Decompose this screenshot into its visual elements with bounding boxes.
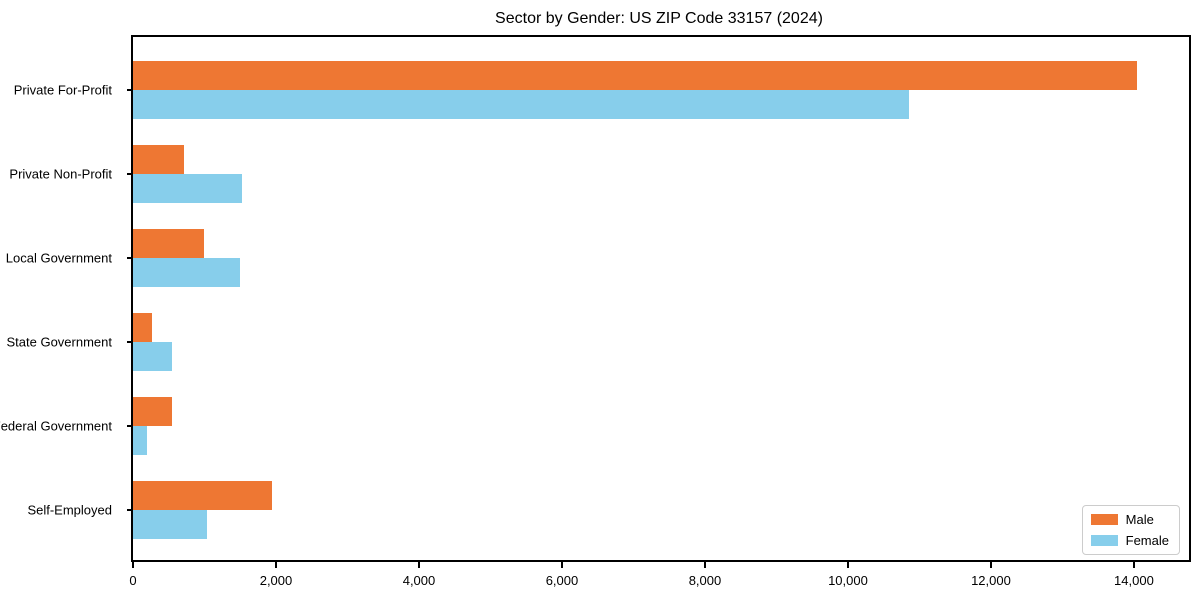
x-tick-label-8000: 8,000 [688, 573, 722, 588]
y-tick-mark [127, 256, 133, 259]
y-tick-mark [127, 172, 133, 175]
y-axis-label-private-non-profit: Private Non-Profit [9, 166, 112, 181]
bar-male-private-non-profit [133, 144, 184, 174]
y-axis-label-private-for-profit: Private For-Profit [13, 82, 112, 97]
x-tick-mark [1132, 562, 1135, 568]
x-tick-mark [132, 562, 134, 568]
y-axis-label-local-government: Local Government [5, 250, 112, 265]
y-tick-mark [127, 340, 133, 343]
bar-female-private-for-profit [133, 89, 909, 119]
y-axis-label-federal-government: Federal Government [0, 418, 112, 433]
x-tick-mark [274, 562, 277, 568]
y-tick-mark [127, 508, 133, 511]
bar-male-self-employed [133, 480, 272, 510]
x-tick-label-6000: 6,000 [545, 573, 579, 588]
x-tick-mark [417, 562, 420, 568]
x-tick-mark [989, 562, 992, 568]
bar-female-self-employed [133, 509, 207, 539]
bar-female-federal-government [133, 425, 147, 455]
x-tick-label-12000: 12,000 [971, 573, 1011, 588]
bar-male-local-government [133, 228, 204, 258]
female-swatch-icon [1090, 535, 1118, 546]
legend-label-male: Male [1125, 512, 1154, 527]
male-swatch-icon [1090, 514, 1118, 525]
legend: Male Female [1081, 505, 1180, 555]
legend-row-female: Female [1090, 533, 1169, 548]
y-axis-label-state-government: State Government [6, 334, 113, 349]
bar-male-federal-government [133, 396, 172, 426]
plot-area: Private For-Profit Private Non-Profit Loca… [0, 35, 1191, 588]
y-tick-mark [127, 88, 133, 91]
y-axis-label-self-employed: Self-Employed [27, 502, 112, 517]
legend-label-female: Female [1125, 533, 1169, 548]
x-tick-label-4000: 4,000 [402, 573, 436, 588]
bar-female-private-non-profit [133, 173, 242, 203]
x-tick-mark [560, 562, 563, 568]
legend-row-male: Male [1090, 512, 1169, 527]
chart-title: Sector by Gender: US ZIP Code 33157 (202… [495, 10, 823, 27]
y-tick-mark [127, 424, 133, 427]
x-tick-label-2000: 2,000 [259, 573, 293, 588]
bar-male-private-for-profit [133, 60, 1137, 90]
bar-female-local-government [133, 257, 240, 287]
x-tick-label-10000: 10,000 [828, 573, 868, 588]
bar-male-state-government [133, 312, 152, 342]
x-tick-mark [846, 562, 849, 568]
x-tick-label-0: 0 [129, 573, 137, 588]
bar-female-state-government [133, 341, 172, 371]
x-tick-mark [703, 562, 706, 568]
x-tick-label-14000: 14,000 [1114, 573, 1154, 588]
